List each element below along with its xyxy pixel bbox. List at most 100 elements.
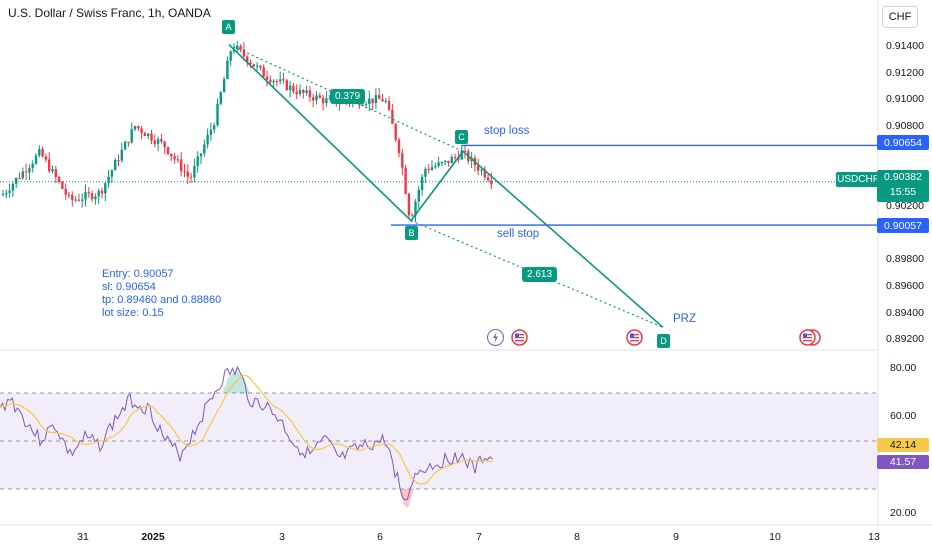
candle: [81, 193, 84, 208]
rsi-oversold-fill: [400, 489, 414, 508]
point-c-label[interactable]: C: [455, 130, 468, 144]
ratio-bd-label[interactable]: 2.613: [522, 267, 558, 282]
price-axis-tick: 0.90200: [886, 200, 924, 212]
candle: [298, 84, 302, 97]
candle: [18, 172, 21, 180]
note-sl: sl: 0.90654: [102, 281, 156, 293]
us-flag-event-icon-3[interactable]: [799, 329, 821, 346]
candle: [117, 154, 120, 167]
candle: [407, 192, 411, 218]
point-b-label[interactable]: B: [405, 226, 418, 240]
time-axis-tick: 2025: [141, 531, 165, 543]
candle: [8, 183, 11, 198]
candle: [417, 185, 420, 209]
candle: [28, 164, 31, 181]
price-axis-tick: 0.91000: [886, 93, 924, 106]
rsi-ma-line: [0, 374, 493, 485]
candle: [384, 97, 387, 104]
candle: [216, 98, 219, 127]
candle: [486, 173, 490, 183]
point-a-label[interactable]: A: [222, 20, 235, 34]
candle: [176, 155, 180, 163]
time-axis-tick: 9: [673, 531, 679, 543]
price-axis-tick: 0.91200: [886, 66, 924, 79]
candle: [378, 87, 381, 100]
candle: [312, 94, 315, 107]
candle: [114, 157, 117, 171]
candle: [189, 172, 193, 184]
candle: [104, 182, 107, 202]
candle: [219, 90, 222, 106]
candle: [391, 104, 394, 125]
candle: [213, 122, 216, 134]
candle: [1, 189, 5, 197]
rsi-line: [0, 365, 493, 501]
candle: [120, 142, 123, 163]
candle: [173, 153, 176, 164]
candle: [252, 63, 255, 67]
rsi-value-tag: 42.14: [877, 438, 929, 452]
candle: [328, 94, 331, 100]
point-d-label[interactable]: D: [657, 334, 670, 348]
candle: [110, 169, 114, 184]
candle: [259, 64, 262, 71]
current-price: 0.90382: [884, 171, 922, 183]
candle: [186, 164, 189, 184]
candle: [150, 129, 153, 144]
candle: [183, 163, 186, 178]
time-axis-tick: 31: [77, 531, 89, 543]
time-axis-tick: 8: [574, 531, 580, 543]
ratio-ab-label[interactable]: 0.379: [330, 89, 366, 104]
candle: [381, 94, 384, 102]
candle: [193, 158, 196, 182]
candle: [434, 162, 437, 169]
abcd-pattern-line: [228, 44, 664, 328]
candle: [477, 158, 480, 176]
candle: [236, 40, 239, 53]
candle: [100, 187, 104, 199]
candle: [295, 84, 298, 100]
note-lot-size: lot size: 0.15: [102, 307, 164, 319]
candle: [430, 160, 434, 171]
candle: [308, 85, 312, 102]
bar-countdown: 15:55: [889, 186, 917, 198]
candle: [54, 165, 57, 184]
candle: [170, 153, 173, 162]
rsi-axis-tick: 80.00: [890, 362, 917, 374]
stop-loss-label: stop loss: [484, 125, 530, 137]
candle: [137, 125, 140, 132]
trade-note[interactable]: Entry: 0.90057 sl: 0.90654 tp: 0.89460 a…: [102, 268, 221, 320]
candle: [51, 165, 54, 174]
candle: [21, 167, 24, 180]
candle: [447, 160, 450, 167]
candle: [229, 49, 232, 66]
candle: [15, 177, 18, 188]
candle: [147, 132, 150, 140]
candle: [140, 125, 143, 140]
prz-label: PRZ: [673, 313, 696, 325]
candle: [203, 139, 206, 157]
candle: [275, 79, 279, 87]
candle: [163, 140, 166, 155]
candle: [180, 152, 183, 177]
dividend-lightning-icon[interactable]: [487, 329, 504, 346]
price-axis-tick: 0.90800: [886, 120, 924, 132]
price-axis-tick: 0.89400: [886, 306, 924, 319]
price-axis-tick: 0.89200: [886, 333, 924, 346]
currency-button[interactable]: CHF: [882, 6, 918, 28]
candle: [285, 78, 288, 92]
us-flag-event-icon-2[interactable]: [626, 329, 643, 346]
candle: [71, 191, 74, 207]
candle: [143, 131, 147, 136]
candle: [127, 141, 130, 147]
time-axis-tick: 7: [476, 531, 482, 543]
candle: [325, 91, 328, 107]
candlestick-series: [1, 40, 493, 223]
candle: [368, 90, 371, 112]
candle: [440, 161, 444, 167]
stop-loss-price-tag: 0.90654: [877, 135, 929, 150]
rsi-pane: [0, 365, 878, 508]
candle: [57, 175, 61, 184]
us-flag-event-icon[interactable]: [511, 329, 528, 346]
candle: [34, 153, 38, 166]
